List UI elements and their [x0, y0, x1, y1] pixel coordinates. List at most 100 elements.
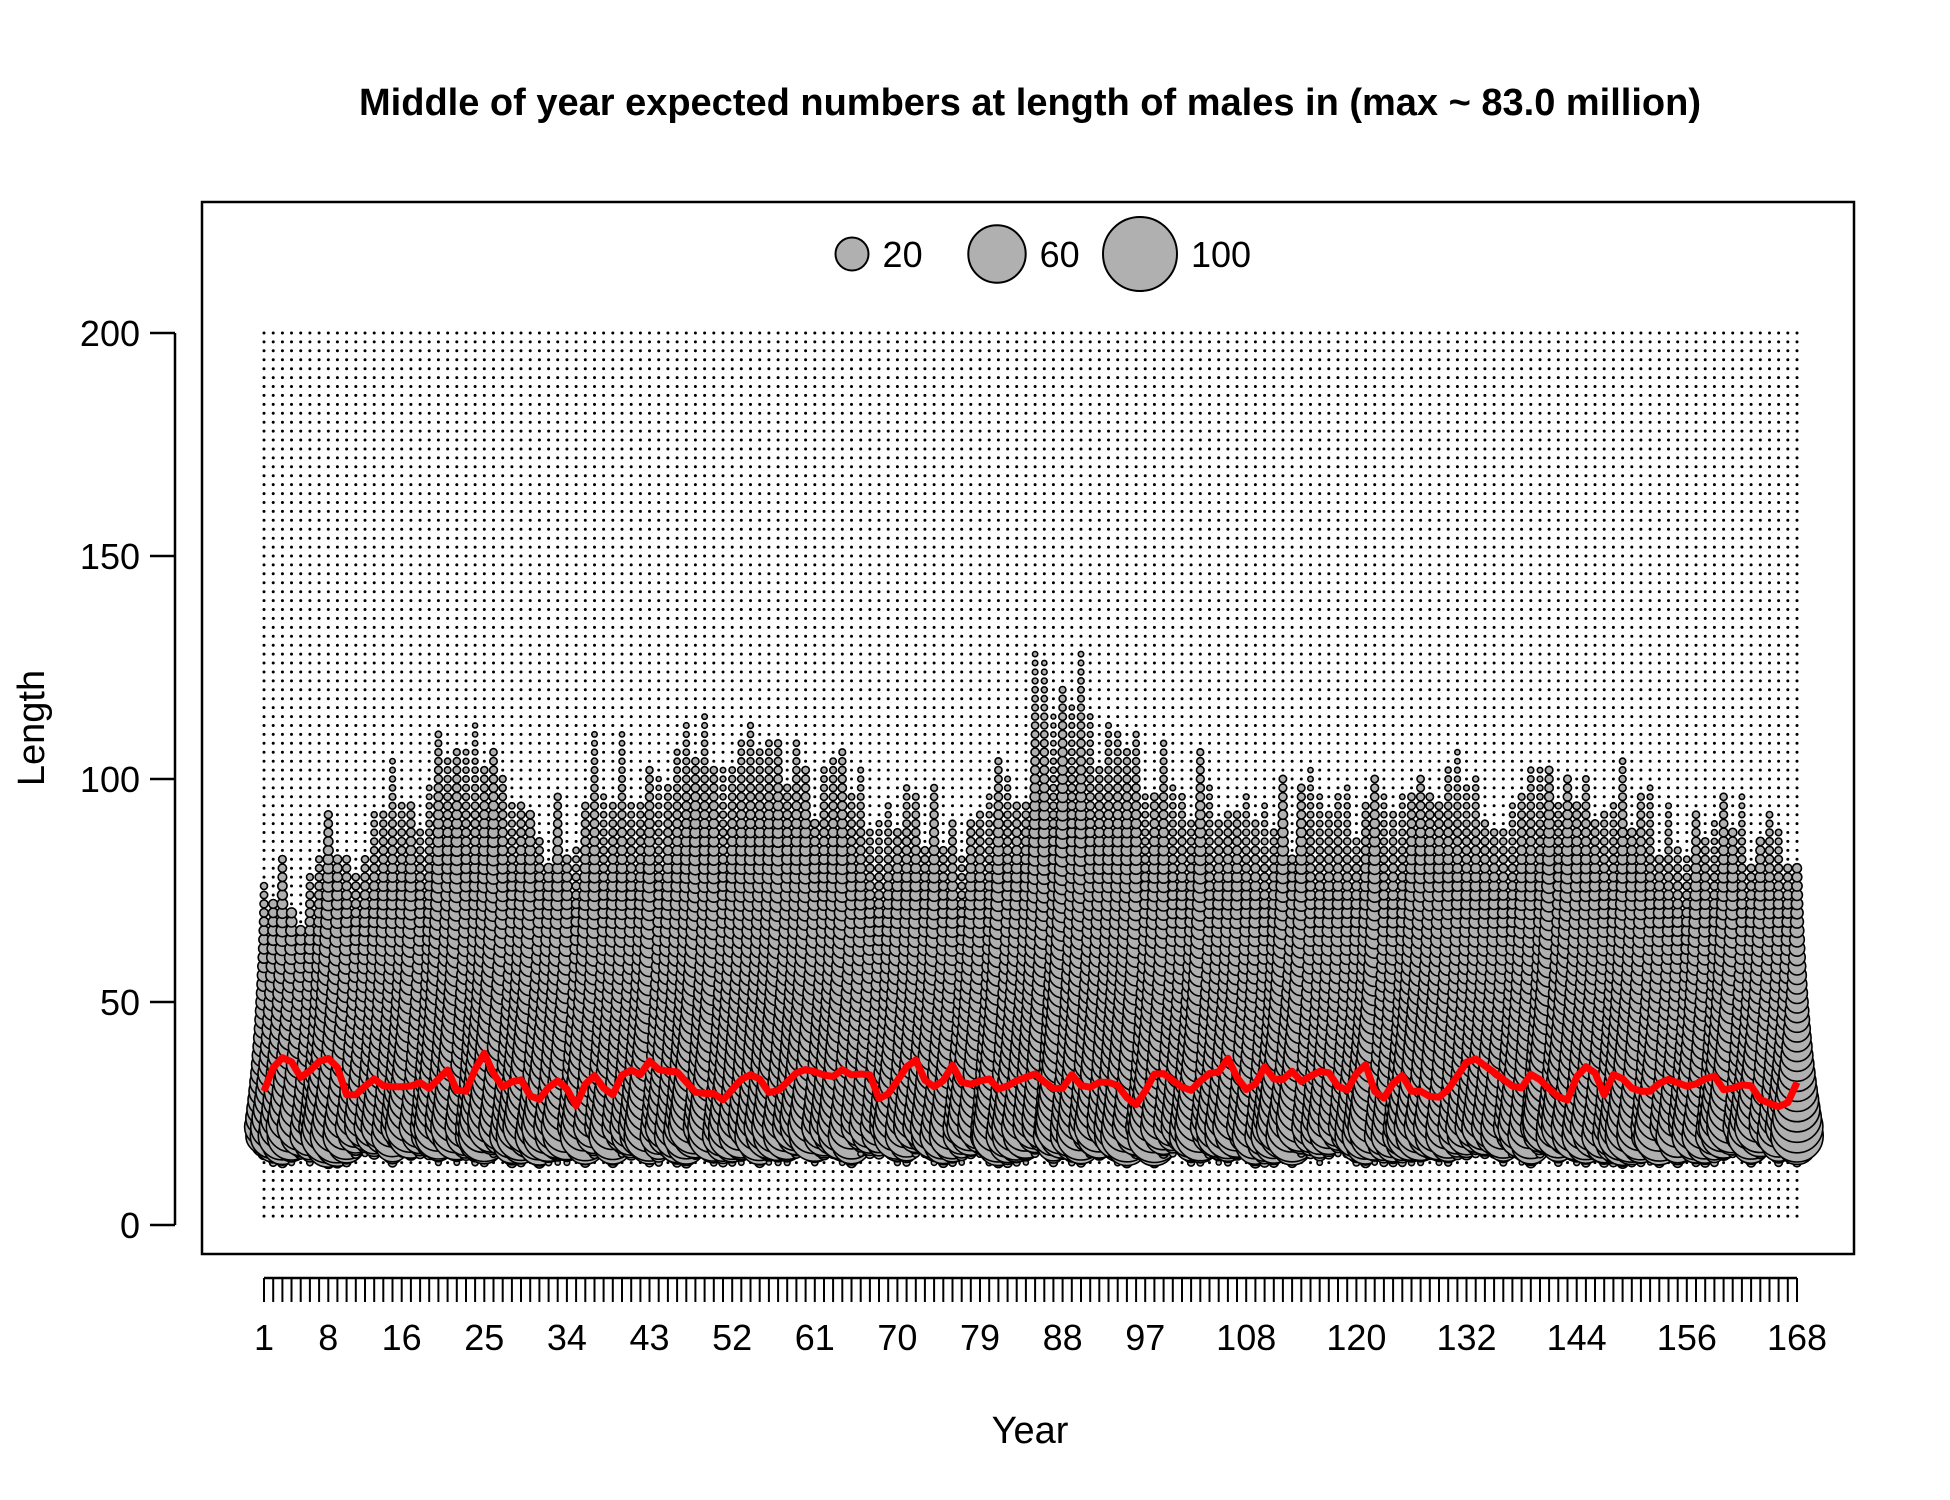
bubble [370, 810, 379, 819]
bubble [571, 855, 581, 864]
bubble [598, 854, 609, 865]
bubble [1176, 853, 1188, 865]
bubble [434, 730, 443, 739]
bubble [1259, 872, 1270, 883]
bubble [1186, 828, 1196, 837]
bubble [434, 747, 443, 757]
bubble [1031, 659, 1039, 667]
bubble [1260, 828, 1269, 837]
bubble [754, 783, 765, 793]
bubble [1186, 836, 1196, 846]
bubble [1323, 862, 1335, 874]
bubble [717, 854, 729, 865]
bubble [764, 774, 774, 784]
bubble [617, 801, 627, 811]
bubble [846, 836, 857, 847]
bubble [792, 739, 801, 748]
bubble [534, 854, 545, 865]
bubble [1194, 800, 1206, 812]
bubble [598, 871, 609, 883]
bubble [928, 844, 940, 857]
bubble [773, 756, 783, 766]
bubble [865, 828, 874, 837]
bubble [1195, 765, 1205, 775]
bubble [938, 863, 949, 874]
bubble [470, 783, 480, 793]
bubble [1306, 819, 1315, 828]
bubble [1040, 685, 1049, 694]
bubble [1315, 845, 1325, 855]
bubble [452, 756, 462, 766]
bubble [369, 863, 380, 874]
bubble [662, 845, 674, 856]
bubble [892, 845, 903, 856]
bubble [507, 836, 517, 847]
bubble [1085, 774, 1095, 784]
bubble [1241, 845, 1251, 856]
bubble [764, 783, 774, 793]
bubble [608, 827, 618, 838]
bubble [1029, 764, 1041, 776]
bubble [700, 739, 709, 748]
bubble [1040, 668, 1048, 676]
bubble [673, 748, 681, 756]
bubble [370, 828, 379, 837]
bubble [1077, 685, 1086, 694]
bubble [433, 782, 444, 793]
bubble [388, 775, 397, 783]
bubble [644, 791, 655, 802]
bubble [1104, 756, 1113, 766]
bubble [1177, 836, 1187, 847]
bubble [397, 836, 407, 847]
bubble [1250, 836, 1260, 847]
bubble [1277, 817, 1289, 830]
bubble [1232, 818, 1242, 829]
bubble [626, 827, 636, 837]
bubble [1095, 765, 1104, 775]
bubble [1113, 774, 1123, 784]
bubble [433, 765, 444, 775]
bubble [965, 853, 977, 865]
bubble [791, 791, 802, 802]
bubble [1029, 773, 1041, 785]
bubble [681, 800, 692, 811]
bubble [654, 802, 663, 810]
bubble [1149, 809, 1160, 820]
bubble [1104, 739, 1113, 748]
bubble [414, 880, 426, 892]
bubble [1076, 747, 1087, 758]
bubble [1067, 739, 1076, 748]
bubble [1167, 862, 1179, 874]
bubble [671, 835, 683, 847]
bubble [1076, 712, 1086, 721]
bubble [1277, 800, 1288, 811]
bubble [1242, 793, 1250, 801]
bubble [599, 819, 608, 828]
bubble [405, 818, 416, 829]
bubble [690, 774, 701, 784]
bubble [673, 766, 682, 775]
bubble [1104, 765, 1113, 775]
bubble [1323, 871, 1335, 883]
bubble [471, 766, 479, 774]
bubble [552, 809, 563, 820]
bubble [827, 818, 839, 829]
bubble [461, 792, 471, 802]
bubble [443, 774, 452, 784]
bubble [434, 739, 443, 748]
bubble [1121, 791, 1132, 802]
bubble [432, 809, 445, 821]
bubble [515, 844, 527, 856]
bubble [590, 765, 599, 775]
bubble [616, 836, 628, 847]
chart-title: Middle of year expected numbers at lengt… [359, 82, 1701, 124]
bubble [1324, 836, 1334, 847]
bubble [792, 748, 801, 757]
bubble [331, 862, 343, 874]
bubble [884, 802, 892, 810]
bubble [1260, 837, 1269, 846]
bubble [1086, 730, 1094, 739]
bubble [965, 845, 976, 856]
bubble [792, 756, 801, 766]
bubble [653, 863, 664, 874]
